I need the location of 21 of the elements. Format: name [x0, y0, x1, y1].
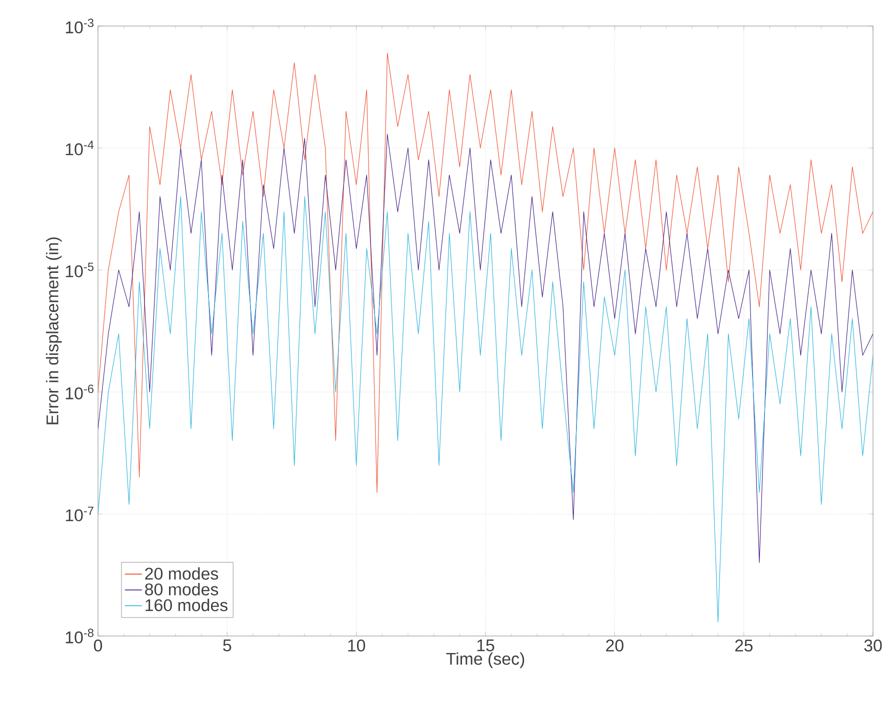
- y-tick-label: 10$^{-5}$: [66, 262, 94, 278]
- y-tick-label: 10$^{-4}$: [66, 140, 94, 156]
- y-tick-label: 10$^{-3}$: [66, 18, 94, 34]
- legend-label: 160 modes: [146, 598, 228, 612]
- legend-label: 80 modes: [145, 583, 218, 596]
- x-tick-label: 20: [606, 640, 624, 652]
- x-tick-label: 5: [223, 640, 232, 652]
- y-tick-label: 10$^{-6}$: [66, 384, 94, 400]
- x-tick-label: 10: [348, 640, 366, 652]
- line-series: [98, 134, 874, 563]
- line-series: [98, 52, 874, 493]
- y-tick-label: 10$^{-7}$: [66, 506, 94, 522]
- y-axis-title: Error in displacement (in): [46, 238, 62, 424]
- x-axis-title: Time (sec): [446, 652, 524, 668]
- x-tick-label: 0: [94, 640, 102, 652]
- x-tick-label: 15: [477, 640, 494, 652]
- y-tick-label: 10$^{-8}$: [66, 628, 94, 644]
- x-tick-label: 25: [735, 640, 753, 652]
- legend-label: 20 modes: [145, 567, 218, 580]
- line-series: [98, 196, 874, 622]
- x-tick-label: 30: [864, 640, 882, 652]
